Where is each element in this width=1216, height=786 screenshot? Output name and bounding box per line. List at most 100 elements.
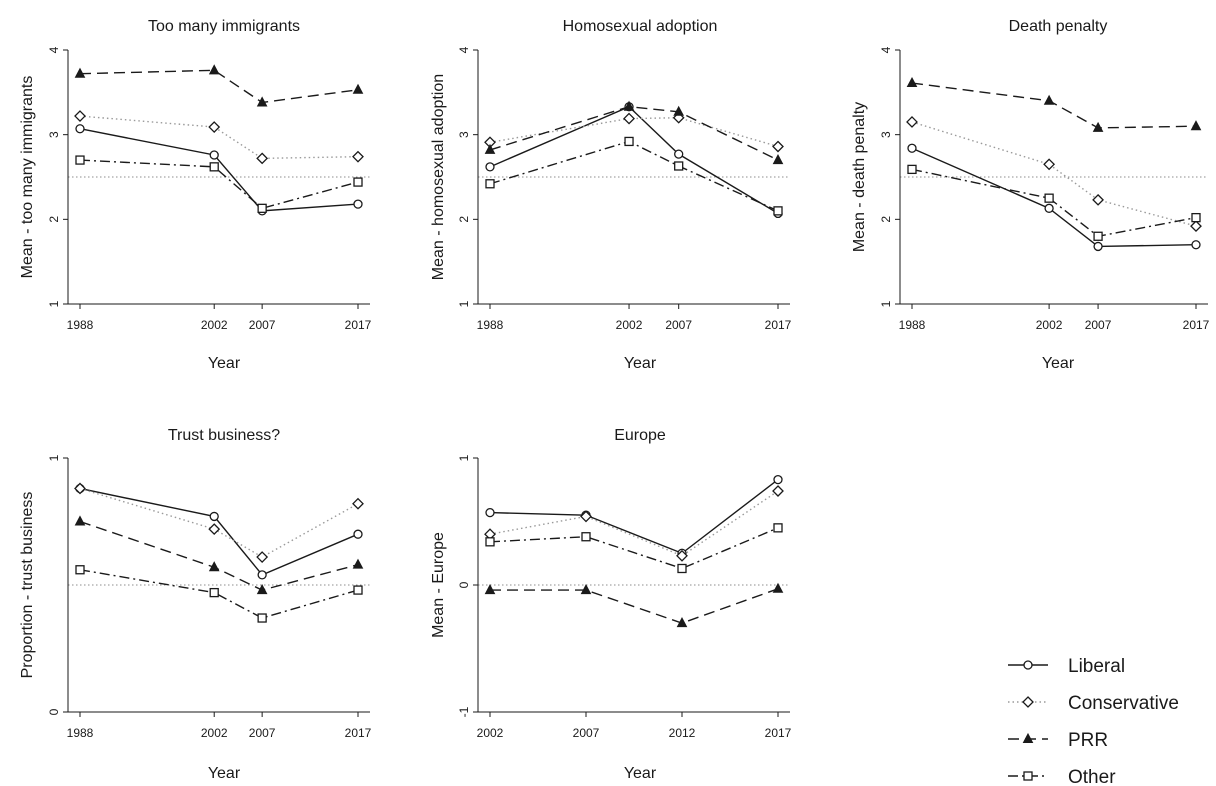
data-point [353,585,363,595]
data-point [677,563,687,574]
series-liberal [75,124,363,216]
y-tick-label: 2 [47,216,61,223]
x-tick-label: 2002 [201,726,228,740]
data-point [674,149,684,159]
panel-title: Europe [614,427,666,444]
y-tick-label: 0 [47,708,61,715]
x-tick-label: 2007 [249,318,276,332]
series-line [79,520,359,591]
data-point [74,67,86,78]
y-tick-label: 1 [457,300,471,307]
x-tick-label: 2017 [1183,318,1210,332]
series-line [489,140,779,212]
data-point [674,161,684,171]
series-line [490,588,779,624]
legend-item-conservative: Conservative [1008,693,1179,714]
data-point [257,613,267,623]
data-point [74,110,86,122]
data-point [75,565,85,575]
x-tick-label: 2017 [345,726,372,740]
data-point [485,507,495,518]
data-point [75,155,85,165]
data-point [352,83,364,94]
series-line [489,490,779,557]
data-point [623,100,635,111]
data-point [1190,220,1202,233]
data-point [1191,240,1201,250]
series-line [489,527,779,570]
x-tick-label: 2007 [573,726,600,740]
panel-title: Homosexual adoption [563,18,718,35]
y-tick-label: -1 [457,706,471,717]
chart-panels: Too many immigrants 1 2 3 4 1988 2002 2007 2017 Y… [19,18,1210,782]
y-axis-title: Mean - Europe [430,532,447,638]
data-point [208,523,221,536]
data-point [484,584,496,595]
data-point [485,179,495,189]
data-point [74,515,86,526]
series-liberal [75,483,363,580]
data-point [352,150,364,163]
x-tick-label: 2002 [477,726,504,740]
series-conservative [484,111,784,153]
data-point [623,112,635,125]
y-tick-label: 3 [457,131,471,138]
data-point [624,136,634,147]
data-point [772,153,784,165]
chart-panel: Too many immigrants 1 2 3 4 1988 2002 2007 2017 Y… [19,18,372,372]
panel-title: Too many immigrants [148,18,300,35]
data-point [773,474,783,485]
y-tick-label: 1 [457,454,471,461]
data-point [772,582,784,593]
series-other [75,155,363,213]
series-line [79,115,359,160]
legend-item-other: Other [1008,767,1116,786]
y-axis-title: Mean - death penalty [851,102,868,252]
legend-label: Liberal [1068,656,1125,677]
y-axis-title: Proportion - trust business [19,492,36,679]
data-point [352,497,364,510]
series-prr [906,76,1202,132]
y-tick-label: 1 [47,454,61,461]
x-tick-label: 2002 [201,318,228,332]
series-liberal [907,143,1201,252]
x-axis-title: Year [208,355,241,372]
data-point [256,584,268,595]
data-point [208,561,220,572]
legend-label: PRR [1068,730,1108,751]
x-tick-label: 1988 [477,318,504,332]
series-other [75,565,363,623]
y-tick-label: 4 [879,46,893,53]
x-tick-label: 2007 [665,318,692,332]
x-axis-title: Year [624,355,657,372]
x-tick-label: 2007 [1085,318,1112,332]
series-conservative [74,482,364,563]
data-point [1190,120,1202,131]
series-line [79,128,359,212]
series-line [489,117,779,148]
series-line [79,159,359,210]
legend-marker [1022,732,1034,743]
data-point [209,511,219,522]
y-tick-label: 3 [879,131,893,138]
x-tick-label: 1988 [67,318,94,332]
data-point [256,96,268,107]
data-point [581,532,591,542]
data-point [772,485,784,497]
data-point [484,143,496,154]
x-tick-label: 1988 [67,726,94,740]
data-point [1093,231,1103,241]
series-other [485,523,783,574]
data-point [907,164,917,175]
data-point [773,206,783,216]
data-point [1044,193,1054,203]
data-point [353,199,363,209]
series-line [911,147,1197,248]
data-point [773,523,783,533]
data-point [75,124,85,134]
series-other [907,164,1201,241]
x-axis-title: Year [208,765,241,782]
panel-title: Trust business? [168,427,280,444]
x-axis-title: Year [1042,355,1075,372]
series-line [79,569,359,619]
